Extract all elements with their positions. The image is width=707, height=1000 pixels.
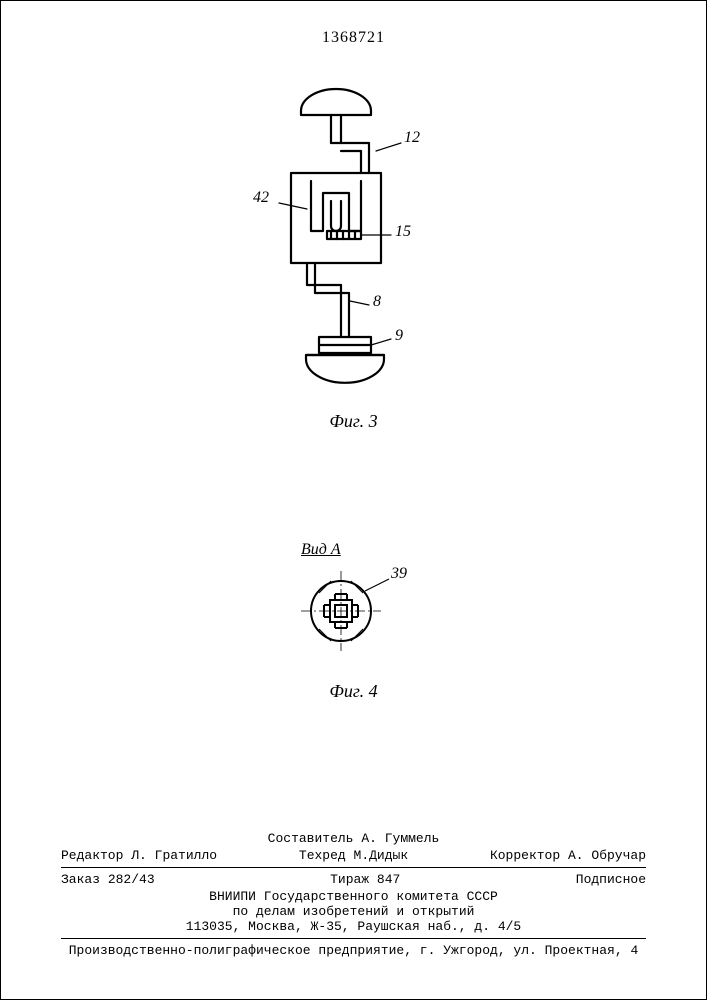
corrector-name: А. Обручар	[568, 848, 646, 863]
techred-label: Техред	[299, 848, 346, 863]
techred-name: М.Дидык	[354, 848, 409, 863]
divider-1	[61, 867, 646, 868]
ref-9: 9	[395, 327, 403, 345]
figure-4-caption: Фиг. 4	[1, 681, 706, 702]
editor-label: Редактор	[61, 848, 123, 863]
divider-2	[61, 938, 646, 939]
corrector-cell: Корректор А. Обручар	[490, 848, 646, 863]
compiler-name: А. Гуммель	[361, 831, 439, 846]
org-line-1: ВНИИПИ Государственного комитета СССР	[61, 889, 646, 904]
ref-39: 39	[391, 565, 407, 583]
techred-cell: Техред М.Дидык	[299, 848, 408, 863]
ref-8: 8	[373, 293, 381, 311]
org-block: ВНИИПИ Государственного комитета СССР по…	[61, 889, 646, 934]
figure-4-svg	[281, 541, 451, 671]
order-cell: Заказ 282/43	[61, 872, 155, 887]
ref-15: 15	[395, 223, 411, 241]
tirazh-label: Тираж	[330, 872, 369, 887]
org-line-2: по делам изобретений и открытий	[61, 904, 646, 919]
subscription: Подписное	[576, 872, 646, 887]
figure-4: 39	[281, 541, 451, 701]
staff-row: Редактор Л. Гратилло Техред М.Дидык Корр…	[61, 848, 646, 863]
ref-42: 42	[253, 189, 269, 207]
order-value: 282/43	[108, 872, 155, 887]
order-row: Заказ 282/43 Тираж 847 Подписное	[61, 872, 646, 887]
patent-number: 1368721	[1, 29, 706, 47]
figure-3-svg	[251, 81, 481, 421]
corrector-label: Корректор	[490, 848, 560, 863]
printer-line: Производственно-полиграфическое предприя…	[61, 943, 646, 958]
tirazh-value: 847	[377, 872, 400, 887]
figure-3-caption: Фиг. 3	[1, 411, 706, 432]
figure-3: 12 15 42 8 9	[251, 81, 481, 421]
org-address: 113035, Москва, Ж-35, Раушская наб., д. …	[61, 919, 646, 934]
compiler-line: Составитель А. Гуммель	[61, 831, 646, 846]
compiler-label: Составитель	[268, 831, 354, 846]
patent-page: 1368721	[0, 0, 707, 1000]
order-label: Заказ	[61, 872, 100, 887]
colophon: Составитель А. Гуммель Редактор Л. Грати…	[61, 831, 646, 958]
tirazh-cell: Тираж 847	[330, 872, 400, 887]
editor-cell: Редактор Л. Гратилло	[61, 848, 217, 863]
ref-12: 12	[404, 129, 420, 147]
editor-name: Л. Гратилло	[131, 848, 217, 863]
